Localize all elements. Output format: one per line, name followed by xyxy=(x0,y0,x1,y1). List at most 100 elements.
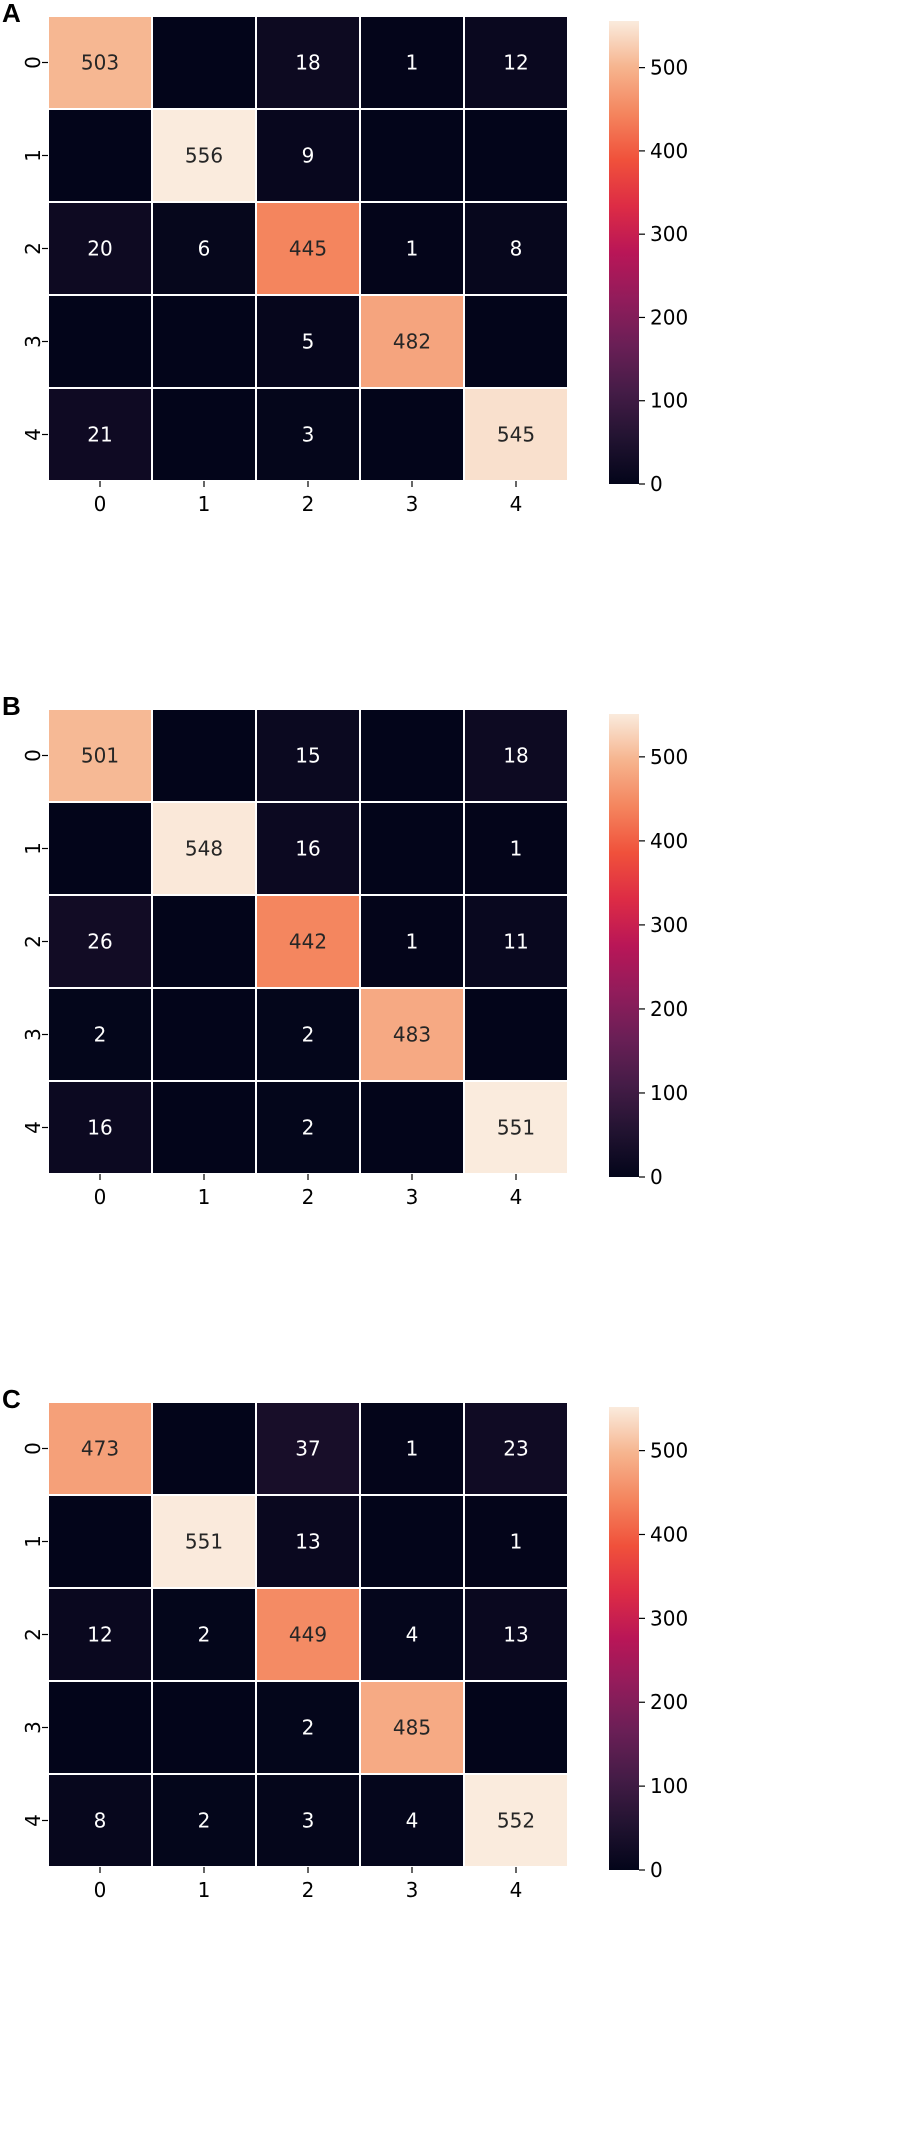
cell-value-label: 15 xyxy=(295,744,320,768)
heatmap-cell xyxy=(255,108,361,203)
heatmap-cell xyxy=(151,1494,257,1589)
cell-value-label: 449 xyxy=(289,1623,327,1647)
cell-value-label: 26 xyxy=(87,930,112,954)
y-tick-label: 2 xyxy=(21,935,45,948)
x-tick-label: 2 xyxy=(302,1185,315,1209)
y-tick-label: 1 xyxy=(21,842,45,855)
cell-value-label: 442 xyxy=(289,930,327,954)
colorbar-tick-label: 200 xyxy=(650,997,688,1021)
heatmap-cell xyxy=(151,387,257,482)
x-tick-label: 2 xyxy=(302,1878,315,1902)
panel-letter: B xyxy=(2,691,21,721)
heatmap-cell xyxy=(359,108,465,203)
heatmap-cell xyxy=(359,1494,465,1589)
colorbar-tick-label: 200 xyxy=(650,305,688,329)
cell-value-label: 556 xyxy=(185,144,223,168)
colorbar xyxy=(609,21,639,484)
colorbar-tick-label: 100 xyxy=(650,1774,688,1798)
cell-value-label: 551 xyxy=(185,1530,223,1554)
colorbar-tick-label: 100 xyxy=(650,389,688,413)
y-tick-label: 0 xyxy=(21,749,45,762)
heatmap-cell xyxy=(47,987,153,1082)
panel-letter: A xyxy=(2,0,21,28)
x-tick-label: 4 xyxy=(510,1878,523,1902)
cell-value-label: 501 xyxy=(81,744,119,768)
colorbar-tick-label: 400 xyxy=(650,1522,688,1546)
heatmap-cell xyxy=(359,1401,465,1496)
heatmap-cell xyxy=(359,708,465,803)
heatmap-cell xyxy=(47,1680,153,1775)
colorbar-tick-label: 500 xyxy=(650,56,688,80)
cell-value-label: 13 xyxy=(503,1623,528,1647)
colorbar-tick-label: 0 xyxy=(650,472,663,496)
y-tick-label: 3 xyxy=(21,335,45,348)
cell-value-label: 37 xyxy=(295,1437,320,1461)
cell-value-label: 20 xyxy=(87,237,112,261)
colorbar-tick-label: 500 xyxy=(650,745,688,769)
heatmap-cell xyxy=(151,894,257,989)
cell-value-label: 552 xyxy=(497,1809,535,1833)
colorbar-tick-label: 400 xyxy=(650,139,688,163)
cell-value-label: 4 xyxy=(406,1623,419,1647)
heatmap-cell xyxy=(463,801,569,896)
y-tick-label: 0 xyxy=(21,1442,45,1455)
x-tick-label: 3 xyxy=(406,1185,419,1209)
heatmap-cell xyxy=(255,1680,361,1775)
cell-value-label: 548 xyxy=(185,837,223,861)
heatmap-cell xyxy=(151,1773,257,1868)
heatmap-cell xyxy=(359,1587,465,1682)
heatmap-cell xyxy=(47,1494,153,1589)
heatmap-cell xyxy=(359,15,465,110)
cell-value-label: 8 xyxy=(510,237,523,261)
heatmap-cell xyxy=(463,108,569,203)
cell-value-label: 2 xyxy=(302,1716,315,1740)
heatmap-cell xyxy=(463,894,569,989)
heatmap-cell xyxy=(255,1401,361,1496)
heatmap-cell xyxy=(151,1401,257,1496)
cell-value-label: 18 xyxy=(295,51,320,75)
y-tick-label: 1 xyxy=(21,1535,45,1548)
x-tick-label: 4 xyxy=(510,492,523,516)
heatmap-cell xyxy=(463,201,569,296)
cell-value-label: 2 xyxy=(198,1623,211,1647)
cell-value-label: 21 xyxy=(87,423,112,447)
cell-value-label: 12 xyxy=(87,1623,112,1647)
y-tick-label: 4 xyxy=(21,1814,45,1827)
colorbar-tick-label: 300 xyxy=(650,1606,688,1630)
cell-value-label: 1 xyxy=(406,51,419,75)
heatmap-cell xyxy=(463,1401,569,1496)
heatmap-cell xyxy=(359,1680,465,1775)
y-tick-label: 2 xyxy=(21,1628,45,1641)
heatmap-cell xyxy=(151,1080,257,1175)
colorbar-tick-label: 100 xyxy=(650,1081,688,1105)
heatmap-cell xyxy=(151,1680,257,1775)
x-tick-label: 1 xyxy=(198,492,211,516)
x-tick-label: 0 xyxy=(94,492,107,516)
heatmap-cell xyxy=(463,1494,569,1589)
cell-value-label: 16 xyxy=(87,1116,112,1140)
y-tick-label: 3 xyxy=(21,1721,45,1734)
colorbar-tick-label: 400 xyxy=(650,829,688,853)
cell-value-label: 8 xyxy=(94,1809,107,1833)
heatmap-cell xyxy=(359,1080,465,1175)
heatmap-cell xyxy=(151,708,257,803)
cell-value-label: 551 xyxy=(497,1116,535,1140)
x-tick-label: 4 xyxy=(510,1185,523,1209)
cell-value-label: 3 xyxy=(302,423,315,447)
heatmap-cell xyxy=(47,1773,153,1868)
cell-value-label: 1 xyxy=(510,837,523,861)
y-tick-label: 3 xyxy=(21,1028,45,1041)
x-tick-label: 0 xyxy=(94,1185,107,1209)
y-tick-label: 4 xyxy=(21,1121,45,1134)
cell-value-label: 2 xyxy=(94,1023,107,1047)
cell-value-label: 18 xyxy=(503,744,528,768)
x-tick-label: 3 xyxy=(406,492,419,516)
heatmap-cell xyxy=(255,1773,361,1868)
cell-value-label: 4 xyxy=(406,1809,419,1833)
colorbar xyxy=(609,714,639,1177)
cell-value-label: 12 xyxy=(503,51,528,75)
colorbar-tick-label: 300 xyxy=(650,913,688,937)
x-tick-label: 1 xyxy=(198,1878,211,1902)
cell-value-label: 5 xyxy=(302,330,315,354)
